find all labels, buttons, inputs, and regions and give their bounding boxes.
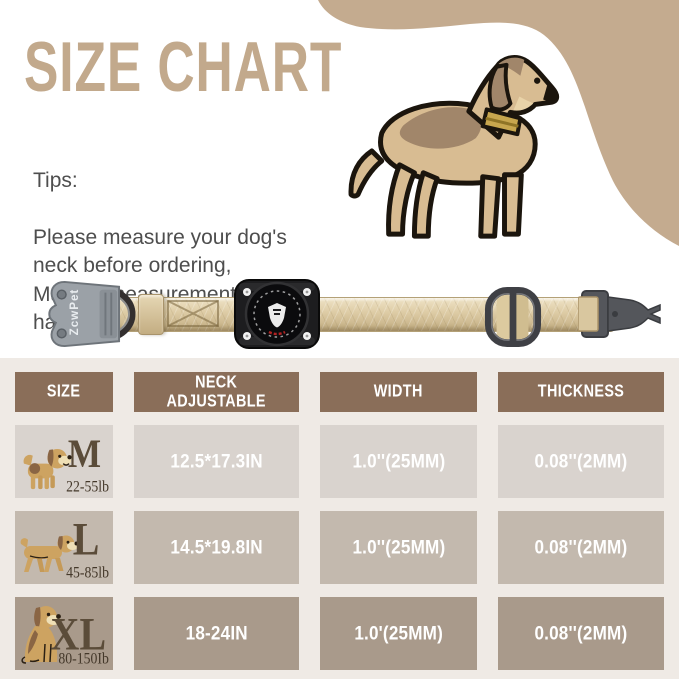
dog-icon-m	[23, 448, 72, 490]
collar-keeper-loop	[138, 294, 164, 335]
thickness-value-l: 0.08''(2MM)	[498, 511, 664, 584]
weight-range: 45-85lb	[66, 564, 109, 582]
width-value-xl: 1.0'(25MM)	[320, 597, 477, 670]
thickness-value-m: 0.08''(2MM)	[498, 425, 664, 498]
header-cell-size: SIZE	[15, 372, 113, 412]
dog-illustration	[348, 55, 560, 239]
header-cell-neck: NECK ADJUSTABLE	[134, 372, 299, 412]
dog-nose	[543, 85, 558, 101]
size-cell-xl: XL 80-150Ib	[15, 597, 113, 670]
header-cell-width: WIDTH	[320, 372, 477, 412]
weight-range: 80-150Ib	[58, 650, 109, 668]
table-header-row: SIZE NECK ADJUSTABLE WIDTH THICKNESS	[15, 372, 664, 412]
collar-right-buckle	[578, 290, 661, 338]
emblem-shield-icon	[268, 303, 286, 328]
dog-ear	[487, 62, 513, 112]
size-chart-band: SIZE NECK ADJUSTABLE WIDTH THICKNESS	[0, 358, 679, 679]
table-row-m: M 22-55lb 12.5*17.3IN 1.0''(25MM) 0.08''…	[15, 425, 664, 498]
size-letter: M	[67, 431, 102, 478]
width-value-m: 1.0''(25MM)	[320, 425, 477, 498]
neck-value-m: 12.5*17.3IN	[134, 425, 299, 498]
header-cell-thickness: THICKNESS	[498, 372, 664, 412]
neck-value-xl: 18-24IN	[134, 597, 299, 670]
collar-triglide-slider	[484, 287, 542, 347]
size-letter: XL	[50, 609, 107, 661]
size-cell-l: L 45-85lb	[15, 511, 113, 584]
thickness-value-xl: 0.08''(2MM)	[498, 597, 664, 670]
dog-tail	[348, 148, 385, 199]
collar-brand-text: ZcwPet	[68, 289, 81, 336]
dog-back-patch	[399, 107, 482, 149]
dog-icon-l	[20, 535, 79, 572]
collar-stitching	[167, 300, 219, 327]
size-letter: L	[72, 514, 100, 566]
page-title: SIZE CHART	[24, 27, 343, 107]
size-table: SIZE NECK ADJUSTABLE WIDTH THICKNESS	[15, 372, 664, 683]
collar-left-buckle: ZcwPet	[48, 280, 121, 348]
table-row-xl: XL 80-150Ib 18-24IN 1.0'(25MM) 0.08''(2M…	[15, 597, 664, 670]
collar-airtag-holder	[234, 279, 320, 349]
tips-heading: Tips:	[33, 168, 78, 192]
size-cell-m: M 22-55lb	[15, 425, 113, 498]
dog-icon-xl	[21, 606, 61, 664]
table-row-l: L 45-85lb 14.5*19.8IN 1.0''(25MM) 0.08''…	[15, 511, 664, 584]
collar-product-photo: ZcwPet	[0, 262, 679, 362]
dog-eye	[534, 77, 541, 84]
weight-range: 22-55lb	[66, 478, 109, 496]
neck-value-l: 14.5*19.8IN	[134, 511, 299, 584]
width-value-l: 1.0''(25MM)	[320, 511, 477, 584]
corner-blob-shape	[318, 0, 679, 246]
